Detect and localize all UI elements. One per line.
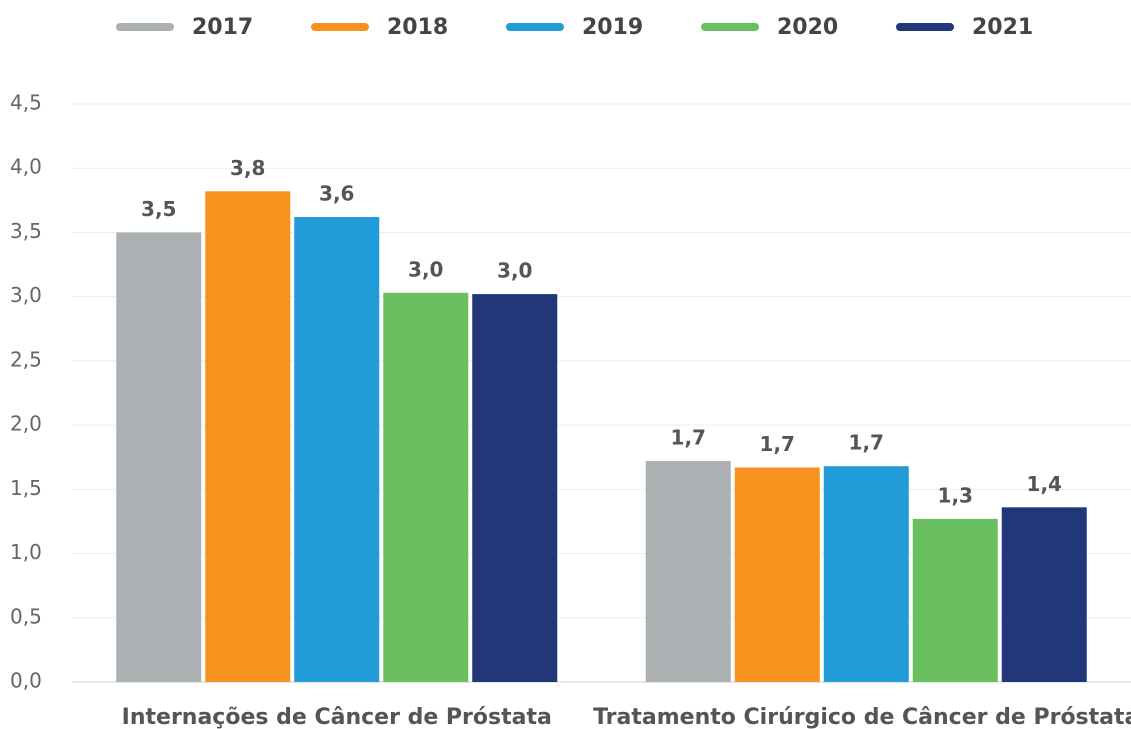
bar <box>294 217 380 682</box>
y-tick-label: 0,0 <box>10 669 42 693</box>
legend-label: 2020 <box>777 15 838 40</box>
y-tick-label: 1,0 <box>10 540 42 564</box>
value-label: 3,6 <box>319 182 354 206</box>
value-label: 3,8 <box>230 156 265 180</box>
y-tick-label: 4,5 <box>10 91 42 115</box>
y-tick-label: 1,5 <box>10 476 42 500</box>
value-label: 1,7 <box>671 426 706 450</box>
legend-label: 2021 <box>972 15 1033 40</box>
value-label: 1,3 <box>938 483 973 507</box>
bar <box>823 466 909 682</box>
value-label: 3,0 <box>497 259 532 283</box>
bar <box>116 232 202 682</box>
bar <box>472 294 558 682</box>
y-tick-label: 2,0 <box>10 412 42 436</box>
y-tick-label: 0,5 <box>10 604 42 628</box>
bar <box>645 461 731 682</box>
bar <box>205 191 291 682</box>
value-label: 1,7 <box>849 431 884 455</box>
legend-label: 2018 <box>387 15 448 40</box>
bar <box>734 467 820 682</box>
value-label: 1,7 <box>760 432 795 456</box>
x-tick-label: Internações de Câncer de Próstata <box>122 705 552 729</box>
bar <box>912 518 998 682</box>
y-tick-label: 3,0 <box>10 283 42 307</box>
bar <box>383 292 469 682</box>
legend-label: 2017 <box>192 15 253 40</box>
y-tick-label: 4,0 <box>10 155 42 179</box>
value-label: 1,4 <box>1027 472 1062 496</box>
y-tick-label: 3,5 <box>10 219 42 243</box>
bar <box>1001 507 1087 682</box>
y-tick-label: 2,5 <box>10 347 42 371</box>
x-tick-label: Tratamento Cirúrgico de Câncer de Prósta… <box>593 705 1131 729</box>
value-label: 3,0 <box>408 257 443 281</box>
legend-label: 2019 <box>582 15 643 40</box>
value-label: 3,5 <box>141 197 176 221</box>
